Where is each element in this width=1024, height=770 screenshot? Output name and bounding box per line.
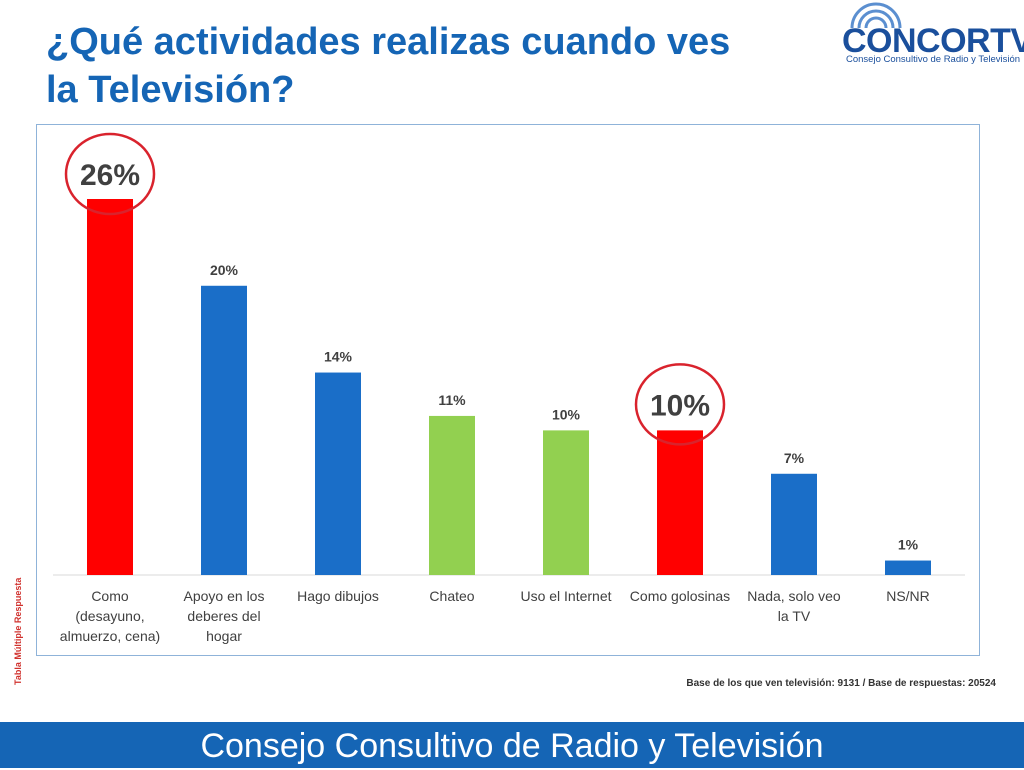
bar-2 [315,372,361,575]
category-label-2-0: Hago dibujos [297,588,379,604]
footer-banner: Consejo Consultivo de Radio y Televisión [0,722,1024,768]
bar-1 [201,285,247,575]
bar-4 [543,430,589,575]
category-label-0-0: Como [91,588,129,604]
logo-name: CONCORTV [842,22,1024,60]
category-label-3-0: Chateo [429,588,474,604]
category-label-0-1: (desayuno, [75,608,144,624]
bar-3 [429,415,475,575]
data-label-7: 1% [898,537,919,553]
data-label-4: 10% [552,406,581,422]
category-label-6-0: Nada, solo veo [747,588,841,604]
chart-frame: 26% Como (desayuno, almuerzo, cena) 20% Apoyo… [36,124,980,656]
data-label-3: 11% [438,392,466,408]
category-label-0-2: almuerzo, cena) [60,628,160,644]
data-label-6: 7% [784,450,805,466]
highlight-circle-5 [634,363,726,446]
bar-chart: 26% Como (desayuno, almuerzo, cena) 20% Apoyo… [53,132,965,644]
data-label-0: 26% [80,159,140,192]
title-line-1: ¿Qué actividades realizas cuando ves [46,21,731,63]
concortv-logo: CONCORTV Consejo Consultivo de Radio y T… [836,2,1024,70]
category-label-7-0: NS/NR [886,588,930,604]
title-line-2: la Televisión? [46,69,295,111]
category-label-1-1: deberes del [187,608,260,624]
category-label-6-1: la TV [778,608,811,624]
category-label-5-0: Como golosinas [630,588,730,604]
highlight-circle-0 [64,132,156,216]
base-note: Base de los que ven televisión: 9131 / B… [686,678,996,689]
category-label-4-0: Uso el Internet [520,588,611,604]
bar-6 [771,473,817,575]
multiple-response-note: Tabla Múltiple Respuesta [13,577,23,685]
bar-0 [87,199,133,575]
category-label-1-0: Apoyo en los [184,588,265,604]
bar-5 [657,430,703,575]
data-label-1: 20% [210,262,239,278]
data-label-5: 10% [650,389,710,422]
page-title: ¿Qué actividades realizas cuando ves la … [46,18,786,114]
bar-7 [885,560,931,575]
broadcast-waves-icon [850,2,902,28]
data-label-2: 14% [324,349,353,365]
logo-subtitle: Consejo Consultivo de Radio y Televisión [846,54,1021,65]
category-label-1-2: hogar [206,628,242,644]
